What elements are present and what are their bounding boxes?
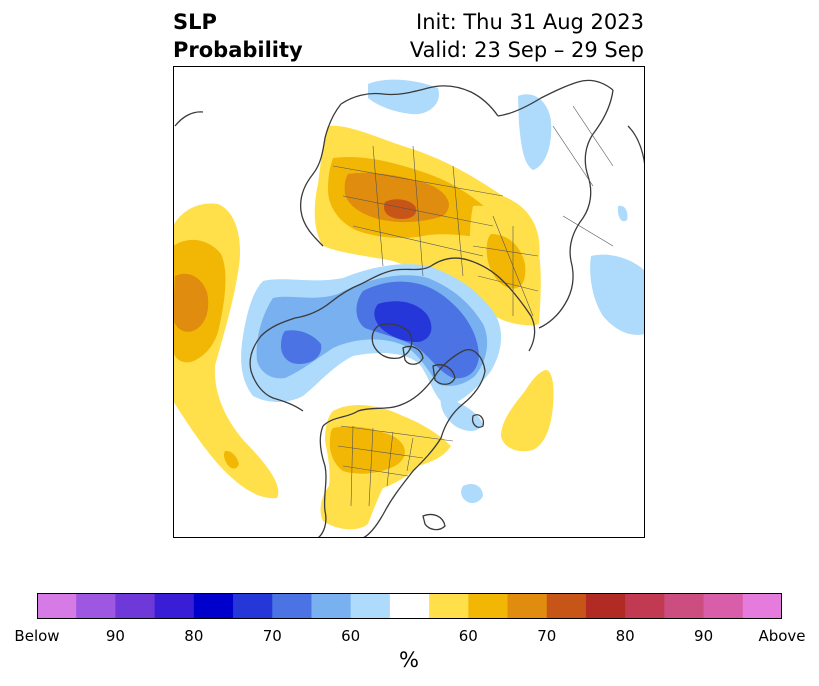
colorbar-cell [585, 593, 626, 619]
arctic-below-90 [374, 301, 432, 342]
colorbar-cell [311, 593, 352, 619]
title-product: Probability [173, 38, 303, 62]
colorbar-cell [272, 593, 312, 619]
above-normal-regions [173, 125, 554, 530]
colorbar-cells [37, 593, 782, 619]
colorbar-tick-label: 60 [341, 627, 361, 645]
asia-below-60-small [617, 205, 628, 222]
colorbar-cell [625, 593, 665, 619]
colorbar-cell [742, 593, 782, 619]
colorbar-cell [703, 593, 744, 619]
colorbar-tick-label: 80 [184, 627, 204, 645]
colorbar-tick-label: 70 [262, 627, 282, 645]
colorbar-tick-label: Below [14, 627, 60, 645]
scandinavia-below-60 [368, 79, 439, 115]
pacific-above-80 [173, 273, 209, 332]
coastlines [174, 79, 645, 538]
asia-below-60 [590, 254, 645, 335]
below-normal-regions [241, 79, 645, 504]
colorbar-tick-label: 90 [694, 627, 714, 645]
colorbar-tick-label: 60 [458, 627, 478, 645]
colorbar-tick-label: 70 [537, 627, 557, 645]
political-borders [332, 105, 614, 507]
siberia-above-80 [344, 172, 449, 223]
atlantic-below-60 [461, 484, 483, 504]
title-right: Init: Thu 31 Aug 2023 Valid: 23 Sep – 29… [410, 8, 644, 64]
colorbar-cell [193, 593, 234, 619]
colorbar-cell [350, 593, 391, 619]
colorbar-cell [115, 593, 156, 619]
siberia-above-90 [384, 199, 417, 219]
colorbar-tick-label: 90 [105, 627, 125, 645]
colorbar-frame [37, 593, 782, 619]
valid-range: Valid: 23 Sep – 29 Sep [409, 38, 644, 62]
atlantic-above-60 [501, 370, 554, 452]
colorbar [37, 593, 782, 619]
siberia-below-60 [518, 94, 552, 170]
title-left: SLP Probability [173, 8, 303, 64]
colorbar-units: % [399, 648, 419, 672]
title-variable: SLP [173, 10, 217, 34]
colorbar-cell [37, 593, 77, 619]
colorbar-tick-label: Above [758, 627, 806, 645]
pacific-above-70-small [223, 450, 239, 469]
colorbar-cell [546, 593, 587, 619]
colorbar-cell [154, 593, 195, 619]
colorbar-cell [389, 593, 430, 619]
colorbar-cell [507, 593, 548, 619]
colorbar-cell [76, 593, 116, 619]
arctic-below-80 [281, 330, 322, 364]
probability-map [173, 66, 645, 538]
colorbar-cell [664, 593, 705, 619]
init-date: Init: Thu 31 Aug 2023 [416, 10, 644, 34]
na-below-60-east [440, 396, 483, 431]
colorbar-cell [429, 593, 469, 619]
map-frame [173, 66, 645, 538]
colorbar-cell [233, 593, 273, 619]
colorbar-tick-label: 80 [615, 627, 635, 645]
colorbar-cell [468, 593, 509, 619]
